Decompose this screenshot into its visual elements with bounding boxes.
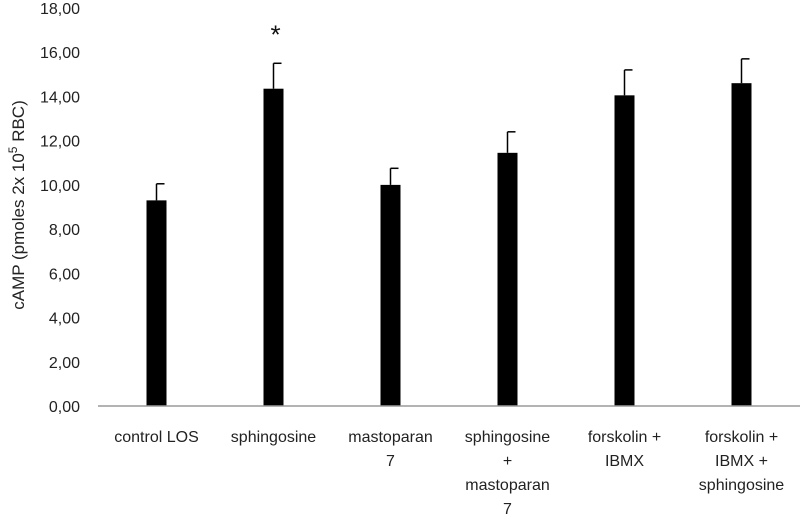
category-label: sphingosine <box>231 429 317 446</box>
y-axis-title-end: RBC) <box>9 100 28 146</box>
category-label-line: sphingosine <box>699 477 785 494</box>
category-label-line: 7 <box>503 501 512 518</box>
category-label: control LOS <box>114 429 198 446</box>
annotations: * <box>270 19 280 49</box>
bar <box>146 200 167 406</box>
category-label-line: forskolin + <box>705 429 778 446</box>
category-label-line: control LOS <box>114 429 198 446</box>
category-label-line: IBMX <box>605 453 644 470</box>
category-label: mastoparan 7 <box>348 429 433 470</box>
category-label-line: forskolin + <box>588 429 661 446</box>
y-tick-label: 16,00 <box>40 45 80 62</box>
bars <box>146 83 752 406</box>
category-label-line: + <box>503 453 512 470</box>
y-axis-title-main: cAMP (pmoles 2x 10 <box>9 153 28 310</box>
bar <box>380 184 401 406</box>
y-axis-title: cAMP (pmoles 2x 105 RBC) <box>6 100 28 310</box>
y-tick-label: 0,00 <box>49 399 80 416</box>
y-axis-title-text: cAMP (pmoles 2x 105 RBC) <box>6 100 28 310</box>
category-label: forskolin + IBMX + sphingosine <box>699 429 785 494</box>
category-label-line: sphingosine <box>465 429 551 446</box>
y-tick-label: 18,00 <box>40 1 80 18</box>
y-tick-label: 4,00 <box>49 311 80 328</box>
bar <box>497 152 518 406</box>
category-label: sphingosine + mastoparan 7 <box>465 429 551 518</box>
significance-asterisk: * <box>270 19 280 49</box>
bar <box>731 83 752 406</box>
category-label-line: 7 <box>386 453 395 470</box>
y-tick-label: 12,00 <box>40 134 80 151</box>
category-label: forskolin + IBMX <box>588 429 661 470</box>
y-tick-label: 14,00 <box>40 89 80 106</box>
category-label-line: mastoparan <box>465 477 550 494</box>
y-axis-ticks: 0,00 2,00 4,00 6,00 8,00 10,00 12,00 14,00 16,00… <box>40 1 80 416</box>
category-label-line: sphingosine <box>231 429 317 446</box>
bar <box>614 95 635 406</box>
category-label-line: mastoparan <box>348 429 433 446</box>
category-label-line: IBMX + <box>715 453 768 470</box>
y-tick-label: 6,00 <box>49 266 80 283</box>
y-tick-label: 8,00 <box>49 222 80 239</box>
error-bars <box>155 58 750 201</box>
y-tick-label: 10,00 <box>40 178 80 195</box>
bar <box>263 88 284 406</box>
x-axis-categories: control LOS sphingosine mastoparan 7sphingo… <box>114 429 784 518</box>
y-tick-label: 2,00 <box>49 355 80 372</box>
y-axis-title-superscript: 5 <box>6 146 20 153</box>
